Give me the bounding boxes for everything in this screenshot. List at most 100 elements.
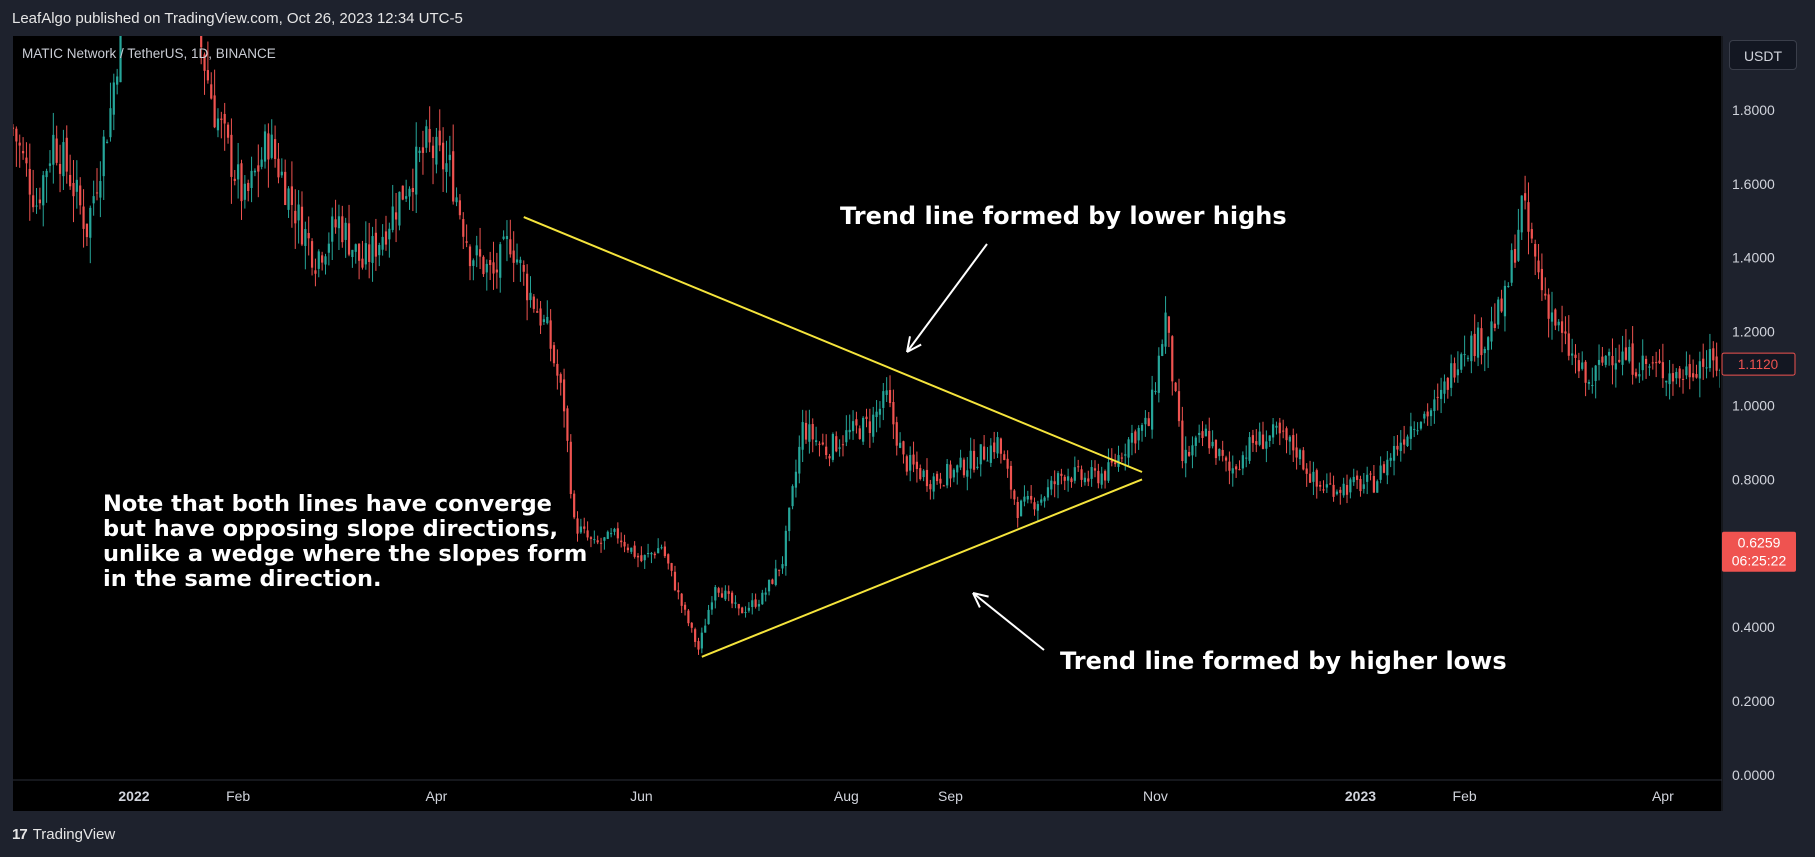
candle-body (1554, 309, 1557, 326)
chart-area[interactable] (13, 36, 1723, 811)
candle-body (1271, 424, 1275, 438)
candle-body (616, 528, 619, 539)
arrow-lower-highs[interactable] (906, 243, 988, 353)
candle-body (304, 229, 307, 246)
candle-body (1594, 365, 1597, 381)
symbol-label[interactable]: MATIC Network / TetherUS, 1D, BINANCE (22, 46, 276, 61)
candle-body (307, 232, 310, 239)
candle-body (1214, 439, 1218, 459)
candle-body (1631, 343, 1634, 375)
candle-body (828, 456, 831, 459)
candle-body (1016, 501, 1019, 519)
x-tick-label: Jun (630, 788, 653, 804)
candle-body (445, 163, 448, 172)
candle-body (1453, 363, 1456, 378)
candle-body (855, 419, 858, 426)
candle-body (1651, 362, 1654, 364)
candle-body (1372, 476, 1375, 493)
candle-body (1342, 483, 1345, 496)
note-text-line: unlike a wedge where the slopes form (103, 541, 587, 567)
candle-body (969, 450, 972, 469)
note-text-line: Note that both lines have converge (103, 491, 552, 517)
y-tick-label: 1.8000 (1732, 102, 1775, 118)
candle-body (1540, 268, 1544, 291)
y-tick-label: 1.0000 (1732, 398, 1775, 414)
candle-body (226, 124, 230, 138)
currency-button[interactable]: USDT (1729, 40, 1797, 70)
candle-body (593, 539, 596, 541)
candle-body (1480, 328, 1483, 356)
candle-body (1080, 469, 1083, 480)
candle-body (253, 170, 257, 173)
candle-body (821, 442, 824, 445)
candle-body (670, 563, 673, 571)
arrow-higher-lows[interactable] (972, 592, 1045, 651)
candle-body (1070, 478, 1073, 483)
candle-body (630, 547, 633, 552)
candle-body (499, 244, 502, 278)
candle-body (1597, 359, 1601, 365)
candle-body (1695, 374, 1698, 378)
x-tick-label: Feb (1453, 788, 1477, 804)
candle-body (190, 0, 192, 10)
candle-body (788, 507, 791, 532)
candle-body (300, 206, 304, 245)
note-text-line: but have opposing slope directions, (103, 516, 558, 542)
candle-body (697, 641, 700, 650)
candle-body (983, 446, 986, 460)
candle-body (1601, 356, 1604, 363)
candle-body (1366, 474, 1369, 482)
candle-body (1497, 299, 1500, 325)
candle-body (1587, 382, 1591, 384)
candle-body (814, 440, 818, 443)
candle-body (1174, 382, 1177, 391)
tradingview-brand: TradingView (32, 826, 116, 843)
candle-body (687, 610, 690, 624)
candle-body (552, 345, 556, 364)
candle-body (294, 210, 297, 224)
candle-body (358, 243, 361, 261)
candle-body (683, 604, 687, 610)
candle-body (1503, 285, 1507, 317)
trend-line[interactable] (523, 216, 1143, 473)
candle-body (650, 552, 653, 555)
candle-body (818, 443, 821, 445)
candle-body (82, 206, 85, 229)
tradingview-logo[interactable]: 17 TradingView (12, 826, 115, 843)
candle-body (1436, 396, 1439, 398)
candle-body (260, 159, 263, 167)
candle-body (512, 250, 515, 263)
candle-body (1288, 436, 1291, 442)
candle-body (1228, 461, 1231, 471)
candle-body (690, 622, 693, 628)
candle-body (1315, 470, 1318, 487)
note-text-line: in the same direction. (103, 566, 382, 592)
candle-body (811, 424, 814, 440)
candle-body (1655, 362, 1658, 364)
candle-body (1376, 481, 1379, 493)
candle-body (1302, 450, 1305, 470)
candle-body (411, 188, 414, 193)
candle-body (1644, 358, 1648, 364)
candle-body (1678, 368, 1681, 379)
candle-body (408, 188, 411, 197)
candle-body (321, 255, 324, 263)
candle-body (65, 137, 68, 172)
y-tick-label: 1.4000 (1732, 250, 1775, 266)
candle-body (1359, 479, 1362, 492)
candle-body (532, 296, 535, 309)
candle-body (899, 442, 902, 448)
candle-body (1278, 422, 1281, 434)
trend-line[interactable] (701, 478, 1143, 658)
candle-body (482, 256, 485, 275)
x-tick-label: Aug (834, 788, 859, 804)
y-tick-label: 0.0000 (1732, 767, 1775, 783)
candle-body (935, 473, 939, 482)
candle-body (1110, 460, 1113, 463)
candle-body (1584, 361, 1587, 383)
candle-body (1339, 489, 1342, 493)
candle-body (378, 245, 381, 256)
candle-body (1705, 367, 1708, 369)
candle-body (1571, 353, 1574, 356)
